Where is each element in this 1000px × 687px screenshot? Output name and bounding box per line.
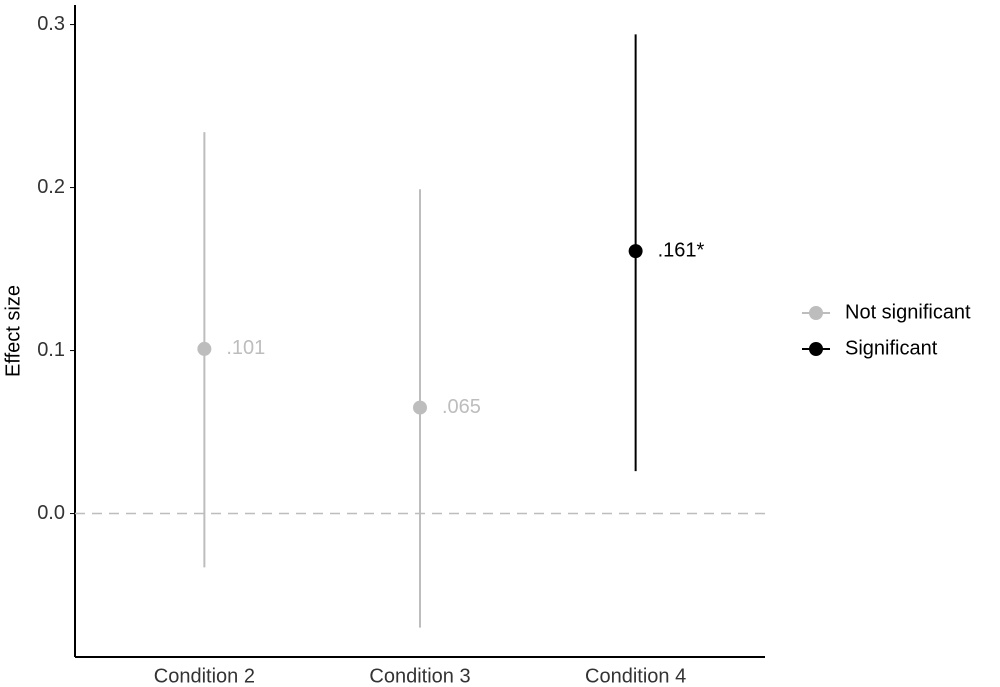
legend-label: Not significant	[845, 301, 971, 323]
y-tick-label: 0.3	[37, 13, 65, 35]
x-tick-label: Condition 4	[585, 665, 686, 687]
legend-label: Significant	[845, 337, 938, 359]
value-label: .101	[226, 337, 265, 359]
x-tick-label: Condition 3	[369, 665, 470, 687]
legend-key	[809, 342, 823, 356]
point	[413, 400, 427, 415]
value-label: .065	[442, 396, 481, 418]
value-label: .161*	[658, 239, 705, 261]
point	[628, 244, 643, 259]
y-tick-label: 0.1	[37, 339, 65, 361]
point	[197, 341, 212, 356]
y-tick-label: 0.2	[37, 176, 65, 198]
legend-key	[809, 306, 823, 320]
x-tick-label: Condition 2	[154, 665, 255, 687]
y-tick-label: 0.0	[37, 502, 65, 524]
y-axis-label: Effect size	[2, 285, 24, 377]
